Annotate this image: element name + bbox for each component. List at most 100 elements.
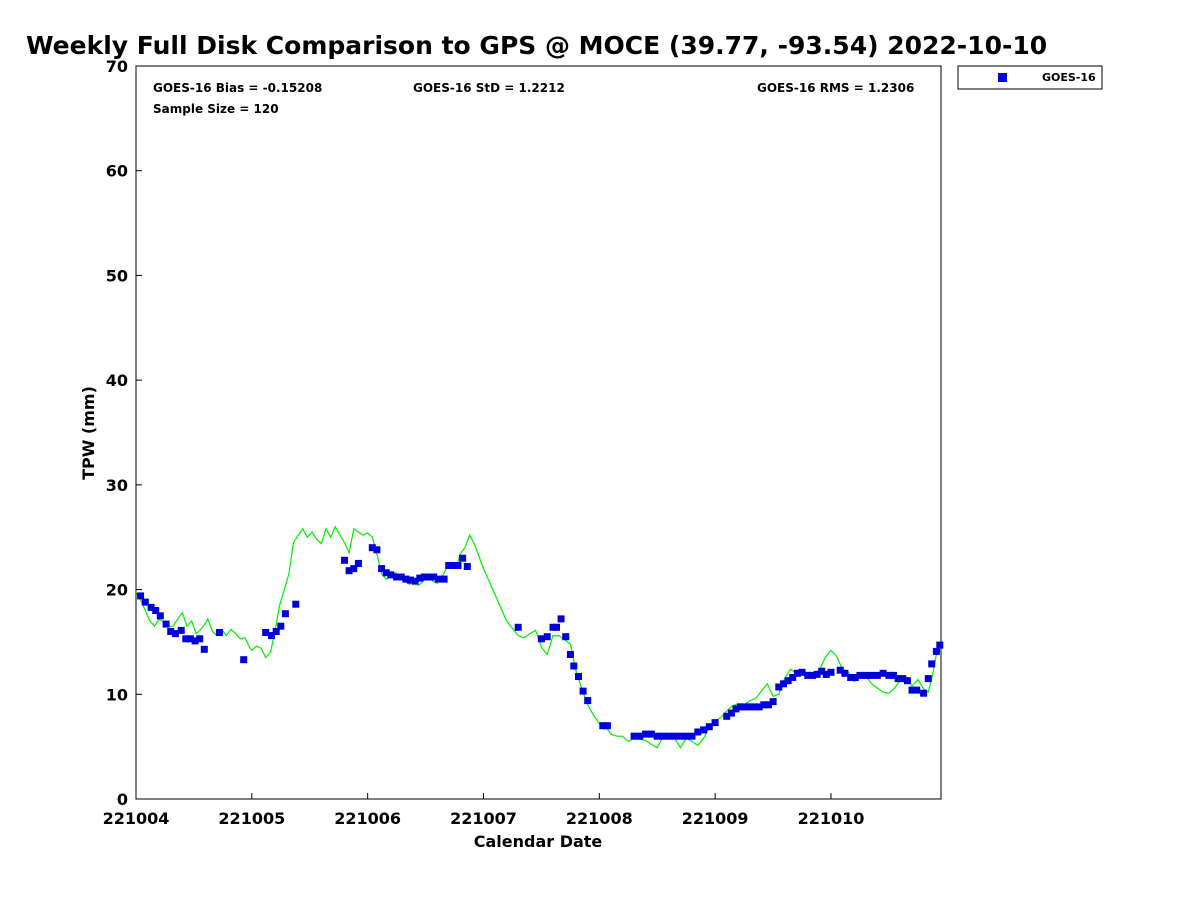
- y-tick-label: 30: [106, 476, 128, 495]
- stat-bias: GOES-16 Bias = -0.15208: [153, 81, 322, 95]
- goes-data-point: [879, 669, 887, 677]
- goes-data-point: [682, 732, 690, 740]
- goes-data-point: [647, 730, 655, 738]
- goes-data-point: [920, 689, 928, 697]
- goes-data-point: [378, 565, 386, 573]
- y-tick-label: 0: [117, 790, 128, 809]
- goes-data-point: [557, 615, 565, 623]
- goes-data-point: [425, 573, 433, 581]
- goes-data-point: [579, 687, 587, 695]
- stat-rms: GOES-16 RMS = 1.2306: [757, 81, 914, 95]
- goes-data-point: [793, 669, 801, 677]
- goes-data-point: [808, 671, 816, 679]
- goes-data-point: [177, 626, 185, 634]
- stat-std: GOES-16 StD = 1.2212: [413, 81, 565, 95]
- goes-data-point: [727, 709, 735, 717]
- goes-data-point: [152, 607, 160, 614]
- goes-data-point: [240, 656, 248, 664]
- goes-data-point: [890, 671, 897, 679]
- goes-data-point: [653, 732, 661, 740]
- goes-data-point: [196, 635, 204, 643]
- goes-data-point: [514, 623, 522, 631]
- goes-data-point: [737, 703, 745, 711]
- goes-data-point: [711, 719, 719, 727]
- y-tick-label: 70: [106, 57, 128, 76]
- goes-data-point: [746, 703, 754, 711]
- x-tick-label: 221008: [566, 809, 633, 828]
- goes-data-point: [804, 671, 812, 679]
- x-axis-label: Calendar Date: [474, 832, 603, 851]
- goes-data-point: [402, 575, 410, 583]
- goes-data-point: [700, 726, 708, 734]
- goes-data-point: [162, 620, 170, 628]
- y-tick-label: 20: [106, 581, 128, 600]
- goes-data-point: [584, 697, 592, 705]
- goes-data-point: [171, 630, 179, 638]
- goes-data-point: [755, 703, 763, 711]
- chart-title: Weekly Full Disk Comparison to GPS @ MOC…: [26, 31, 1047, 60]
- x-tick-label: 221005: [218, 809, 285, 828]
- goes-data-point: [636, 732, 644, 740]
- goes-data-point: [416, 574, 424, 582]
- goes-data-point: [822, 670, 830, 678]
- goes-data-point: [200, 645, 208, 653]
- goes-data-point: [537, 635, 545, 643]
- goes-data-point: [813, 670, 821, 678]
- goes-data-point: [382, 569, 390, 577]
- legend: GOES-16: [957, 65, 1103, 90]
- goes-data-point: [769, 698, 777, 706]
- goes-data-point: [373, 546, 381, 554]
- stat-sample-size: Sample Size = 120: [153, 102, 279, 116]
- goes-data-point: [345, 567, 353, 575]
- y-tick-label: 10: [106, 685, 128, 704]
- goes-data-point: [262, 629, 270, 636]
- goes-data-point: [851, 674, 859, 681]
- goes-data-point: [463, 563, 471, 570]
- goes-data-point: [856, 671, 864, 679]
- goes-data-point: [642, 730, 650, 738]
- goes-data-point: [397, 573, 405, 581]
- goes-data-point: [694, 728, 702, 736]
- goes-data-point: [784, 677, 792, 685]
- y-tick-label: 60: [106, 162, 128, 181]
- y-tick-label: 40: [106, 371, 128, 390]
- goes-data-point: [732, 705, 740, 713]
- goes-data-point: [277, 622, 285, 630]
- goes-data-point: [932, 647, 940, 655]
- goes-data-point: [847, 674, 855, 681]
- x-tick-label: 221006: [334, 809, 401, 828]
- goes-data-point: [430, 573, 438, 581]
- goes-data-point: [868, 671, 875, 679]
- goes-data-point: [894, 675, 902, 683]
- goes-data-point: [903, 677, 911, 685]
- goes-data-point: [827, 668, 835, 676]
- goes-data-point: [780, 680, 787, 688]
- x-tick-label: 221004: [103, 809, 170, 828]
- goes-data-point: [789, 674, 797, 681]
- goes-data-point: [268, 632, 275, 640]
- goes-data-point: [599, 722, 607, 730]
- goes-data-point: [603, 722, 611, 730]
- goes-data-point: [387, 571, 395, 579]
- goes-data-point: [454, 562, 462, 569]
- goes-data-point: [147, 603, 155, 611]
- goes-data-point: [215, 629, 223, 636]
- goes-data-point: [368, 544, 376, 552]
- x-axis-ticks: 221004 221005 221006 221007 221008 221009 2210…: [103, 793, 864, 828]
- goes-data-point: [167, 628, 175, 635]
- goes-data-point: [420, 573, 428, 581]
- x-tick-label: 221007: [450, 809, 517, 828]
- goes-data-point: [459, 554, 467, 562]
- goes-data-point: [659, 732, 667, 740]
- goes-data-point: [445, 562, 453, 569]
- goes-data-point: [137, 592, 145, 600]
- goes-data-point: [440, 575, 448, 583]
- goes-data-point: [908, 686, 916, 694]
- legend-box: [957, 65, 1103, 90]
- goes-data-point: [705, 723, 713, 731]
- goes-data-point: [775, 683, 783, 691]
- goes-points-layer: [137, 544, 944, 740]
- goes-data-point: [411, 577, 419, 585]
- goes-data-point: [885, 671, 893, 679]
- goes-data-point: [798, 668, 806, 676]
